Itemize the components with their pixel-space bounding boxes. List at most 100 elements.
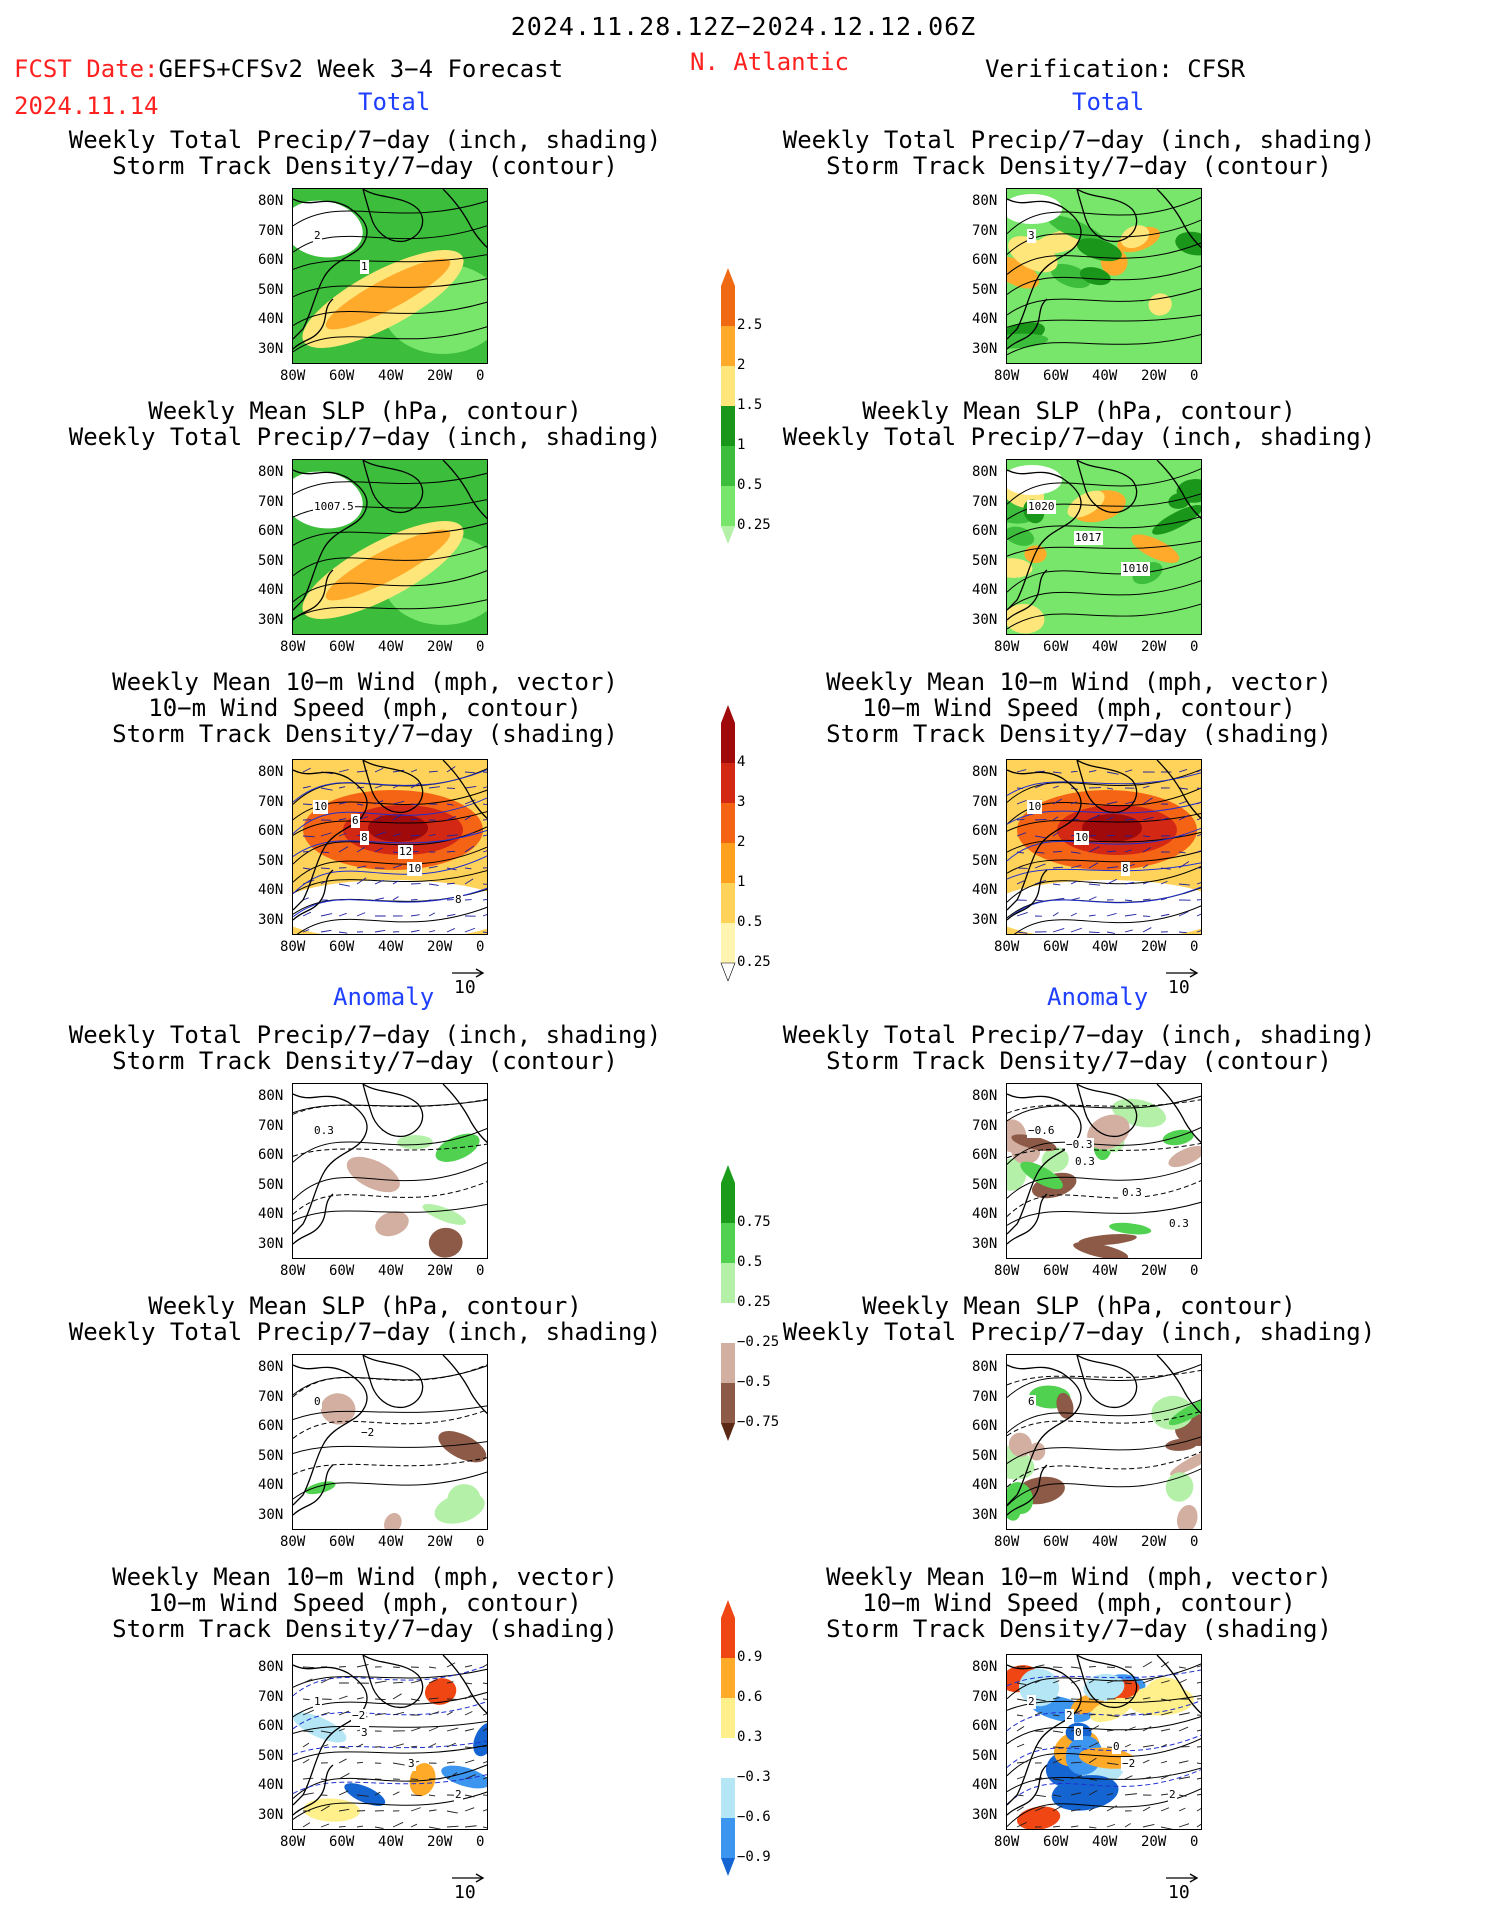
wind-vector [1016,818,1025,821]
title-r6-right: Weekly Mean 10−m Wind (mph, vector) 10−m… [826,1563,1332,1643]
coastline-2 [1156,189,1201,249]
wind-vector [482,1777,487,1780]
coastline-1 [1076,1355,1138,1409]
map-panel-r4-left: 0.3 [292,1083,488,1259]
wind-vector [1142,1759,1150,1764]
wind-vector [1160,897,1167,901]
colorbar-segment [721,1698,735,1738]
wind-vector [392,880,399,885]
colorbar-label: 0.5 [737,477,763,493]
wind-vector [374,815,383,821]
speed-contour-blue-2 [293,829,487,857]
total-label-right: Total [1072,88,1145,116]
colorbar-segment [721,1738,735,1778]
colorbar-bottom-triangle [721,1423,735,1441]
wind-vector [410,1727,421,1732]
wind-vector [1034,783,1046,789]
lat-tick-label: 50N [258,1176,284,1193]
wind-vector [1034,1664,1045,1668]
colorbar-segment [721,1343,735,1383]
anom-cell [441,1765,487,1789]
wind-vector [446,1761,455,1764]
wind-vector [1088,1826,1097,1829]
lat-tick-label: 40N [972,1477,998,1493]
wind-vector [446,816,457,821]
wind-vector [1178,851,1186,854]
anom-cell [1007,1482,1034,1514]
wind-vector [410,1807,421,1812]
wind-vector [464,1711,473,1716]
lon-tick-label: 20W [1141,1534,1167,1550]
lat-tick-label: 70N [258,493,284,510]
colorbar-bottom-triangle [721,526,735,544]
precip-cell [1076,238,1122,262]
lon-tick-label: 60W [329,639,355,655]
contour-0 [293,200,487,227]
storm-none [1007,880,1201,934]
lon-tick-label: 40W [1092,639,1118,655]
anom-cell [375,1211,409,1237]
speed-contour-blue-4 [1007,886,1201,921]
wind-vector [446,928,455,933]
wind-vector [338,818,347,821]
wind-vector [1142,846,1152,853]
wind-vector [1034,863,1046,869]
colorbar-segment [721,843,735,883]
contour-label: −2 [360,1426,376,1440]
contour-3 [1007,540,1201,557]
lon-tick-label: 40W [378,1534,404,1550]
wind-vector [446,803,454,806]
lon-tick-label: 0 [476,939,485,955]
coastline-2 [1156,1355,1201,1415]
wind-vector [428,1679,438,1684]
wind-vector [302,1822,311,1828]
coastline-2 [442,460,487,520]
wind-vector [1052,1680,1060,1684]
storm-none [293,880,487,934]
contour-0 [293,1668,487,1688]
anom-cell [344,1783,386,1806]
lat-tick-label: 70N [258,222,284,239]
wind-vector [302,767,311,773]
anom-cell [435,1133,480,1163]
anom-cell [303,1798,360,1822]
anom-cell [1078,1234,1137,1246]
wind-vector [1160,1698,1171,1702]
title-r5-right: Weekly Mean SLP (hPa, contour) Weekly To… [782,1292,1376,1346]
wind-vector [1016,1761,1028,1764]
wind-vector [1016,880,1025,885]
contour-1 [293,1127,487,1163]
wind-vector [428,1666,437,1669]
wind-vector [482,819,487,821]
wind-vector [1124,1696,1133,1700]
wind-vector [482,1745,487,1748]
wind-vector [1088,1807,1095,1812]
wind-vector [1070,1666,1081,1669]
coastline-1 [362,189,424,243]
wind-vector [1052,927,1065,933]
wind-vector [1106,850,1116,853]
lat-tick-label: 50N [972,552,998,569]
wind-vector [302,929,310,933]
wind-vector [428,899,436,902]
wind-vector [1160,867,1171,870]
lon-tick-label: 60W [329,1834,355,1850]
wind-vector [320,787,333,791]
anom-cell [1168,1398,1201,1426]
wind-vector [1106,913,1117,917]
wind-vector [1052,1825,1060,1828]
wind-vector [1016,832,1027,837]
coastline-0 [1007,469,1082,611]
contour-label: 0.3 [1121,1186,1143,1200]
precip-cell [1067,490,1105,518]
lat-tick-label: 80N [258,764,284,780]
wind-vector [374,1826,384,1829]
wind-vector [1142,864,1149,869]
wind-vector [410,1745,418,1748]
wind-vector [1124,849,1132,853]
wind-vector [446,850,456,853]
lon-tick-label: 80W [280,1834,306,1850]
coastline-2 [1156,760,1201,820]
speed-contour-4 [293,846,487,883]
vector-reference: 10 [1164,1870,1204,1910]
